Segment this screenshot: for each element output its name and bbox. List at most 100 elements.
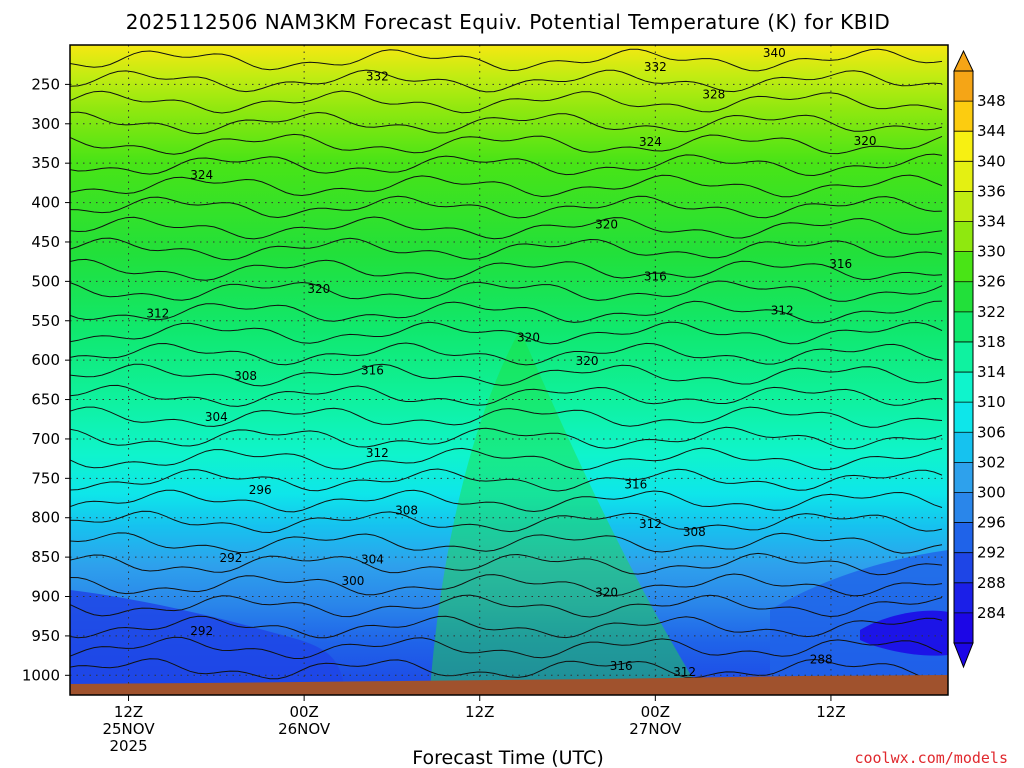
terrain-surface — [70, 675, 948, 695]
contour-line — [70, 447, 943, 471]
colorbar-segment — [954, 311, 973, 343]
colorbar-label: 300 — [977, 483, 1006, 501]
contour-label: 328 — [702, 88, 725, 102]
contour-line — [70, 510, 943, 534]
contour-line — [70, 636, 943, 659]
contour-label: 292 — [190, 624, 213, 638]
x-tick-label: 2025 — [109, 737, 147, 755]
contour-label: 288 — [810, 653, 833, 667]
x-tick-label: 00Z — [641, 703, 670, 721]
y-axis: 250 300 350 400 450 500 550 600 650 700 750 800 850 9… — [22, 75, 70, 684]
colorbar-segment — [954, 161, 973, 192]
colorbar-label: 284 — [977, 604, 1006, 622]
contour-label: 308 — [683, 525, 706, 539]
colorbar-segment — [954, 402, 973, 433]
contour-label: 320 — [517, 330, 540, 344]
contour-label: 308 — [395, 504, 418, 518]
chart-title: 2025112506 NAM3KM Forecast Equiv. Potent… — [126, 10, 891, 34]
cold-dome-late-low-levels — [770, 550, 948, 690]
x-tick-label: 00Z — [289, 703, 318, 721]
colorbar-segment — [954, 131, 973, 162]
contour-label: 332 — [644, 60, 667, 74]
colorbar-frame — [953, 70, 974, 644]
contour-line — [70, 258, 943, 281]
colorbar-segment — [954, 582, 973, 614]
contour-line — [70, 384, 943, 407]
contour-line — [70, 48, 943, 72]
colorbar-segment — [954, 492, 973, 524]
colorbar-segment — [954, 71, 973, 102]
contour-label: 292 — [220, 551, 243, 565]
contour-line — [70, 468, 943, 492]
contour-line — [70, 111, 943, 135]
y-tick-label: 550 — [31, 312, 60, 330]
vertical-gridlines — [128, 45, 832, 695]
contour-label: 300 — [341, 574, 364, 588]
y-tick-label: 950 — [31, 627, 60, 645]
y-tick-label: 900 — [31, 588, 60, 606]
y-tick-label: 350 — [31, 154, 60, 172]
contour-label: 312 — [639, 517, 662, 531]
colorbar-label: 318 — [977, 333, 1006, 351]
colorbar-label: 310 — [977, 393, 1006, 411]
y-tick-label: 750 — [31, 469, 60, 487]
colorbar-label: 348 — [977, 92, 1006, 110]
contour-line — [70, 363, 943, 387]
colorbar-segment — [954, 522, 973, 554]
colorbar-bottom-arrow — [953, 642, 974, 669]
contour-line — [70, 90, 943, 114]
y-tick-label: 500 — [31, 272, 60, 290]
contour-label: 312 — [366, 446, 389, 460]
contour-line — [70, 321, 943, 345]
contour-label: 320 — [854, 134, 877, 148]
contour-label: 316 — [624, 478, 647, 492]
colorbar-segment — [954, 251, 973, 283]
contour-lines — [70, 48, 943, 680]
colorbar-segment — [954, 612, 973, 644]
colorbar-segment — [954, 432, 973, 463]
contour-line — [70, 615, 943, 639]
y-tick-label: 1000 — [22, 666, 60, 684]
y-tick-label: 300 — [31, 115, 60, 133]
contour-label: 304 — [205, 410, 228, 424]
colorbar-segment — [954, 101, 973, 132]
contour-line — [70, 426, 943, 450]
contour-label: 308 — [234, 369, 257, 383]
y-tick-label: 650 — [31, 391, 60, 409]
colorbar-top-arrow — [953, 49, 974, 72]
cold-dome-low-levels — [70, 590, 345, 690]
colorbar-segment — [954, 281, 973, 313]
contour-label: 332 — [366, 70, 389, 84]
colorbar-label: 296 — [977, 514, 1006, 532]
colorbar-label: 344 — [977, 122, 1006, 140]
contour-label: 296 — [249, 483, 272, 497]
colorbar-label: 314 — [977, 363, 1006, 381]
y-tick-label: 400 — [31, 194, 60, 212]
contour-label: 304 — [361, 552, 384, 566]
contour-label: 320 — [307, 282, 330, 296]
warm-moist-plume — [430, 330, 700, 690]
contour-label: 316 — [829, 257, 852, 271]
colorbar-label: 330 — [977, 243, 1006, 261]
contour-label: 312 — [771, 304, 794, 318]
colorbar: 284 288 292 296 300 302 306 310 314 318 322 326 330 3… — [953, 49, 1006, 669]
contour-label: 324 — [190, 168, 213, 182]
contour-line — [70, 594, 943, 618]
colorbar-segment — [954, 341, 973, 373]
contour-line — [70, 216, 943, 240]
colorbar-label: 322 — [977, 303, 1006, 321]
colorbar-label: 306 — [977, 423, 1006, 441]
contour-line — [70, 406, 943, 428]
colorbar-label: 336 — [977, 182, 1006, 200]
x-tick-label: 27NOV — [629, 720, 682, 738]
contour-line — [70, 174, 943, 198]
y-tick-label: 700 — [31, 430, 60, 448]
y-tick-label: 800 — [31, 509, 60, 527]
contour-label: 320 — [595, 218, 618, 232]
contour-label: 316 — [361, 363, 384, 377]
contour-line — [70, 69, 943, 93]
contour-label: 324 — [639, 135, 662, 149]
contour-line — [70, 153, 943, 177]
colorbar-label: 292 — [977, 544, 1006, 562]
